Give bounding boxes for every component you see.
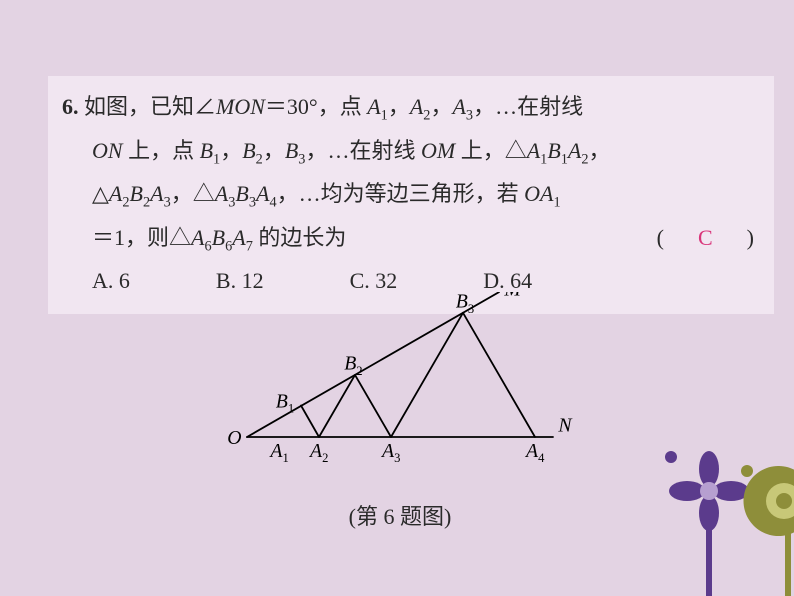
svg-text:N: N <box>557 415 573 437</box>
figure-caption: (第 6 题图) <box>220 499 580 531</box>
answer: C <box>686 217 725 259</box>
line2: ON 上，点 B1，B2，B3，…在射线 OM 上，△A1B1A2， <box>62 130 760 174</box>
svg-text:M: M <box>503 292 522 301</box>
line3: △A2B2A3，△A3B3A4，…均为等边三角形，若 OA1 <box>62 173 760 217</box>
svg-text:O: O <box>227 427 241 449</box>
figure-svg: O N M B1 B2 B3 A1 A2 A3 A4 <box>220 292 580 492</box>
svg-text:A2: A2 <box>308 440 328 465</box>
line1: 6. 如图，已知∠MON＝30°，点 A1，A2，A3，…在射线 <box>62 86 760 130</box>
q-number: 6. <box>62 94 79 119</box>
line4: ＝1，则△A6B6A7 的边长为 ( C ) <box>62 217 760 261</box>
svg-text:A3: A3 <box>380 440 400 465</box>
figure: O N M B1 B2 B3 A1 A2 A3 A4 (第 6 题图) <box>220 292 580 531</box>
svg-text:B1: B1 <box>276 390 294 415</box>
svg-text:B2: B2 <box>344 353 362 378</box>
svg-text:B3: B3 <box>456 292 474 316</box>
svg-text:A1: A1 <box>268 440 288 465</box>
decoration <box>594 416 794 596</box>
option-a: A. 6 <box>92 260 130 302</box>
answer-paren: ( C ) <box>657 217 754 259</box>
svg-text:A4: A4 <box>524 440 545 465</box>
question-box: 6. 如图，已知∠MON＝30°，点 A1，A2，A3，…在射线 ON 上，点 … <box>48 76 774 314</box>
